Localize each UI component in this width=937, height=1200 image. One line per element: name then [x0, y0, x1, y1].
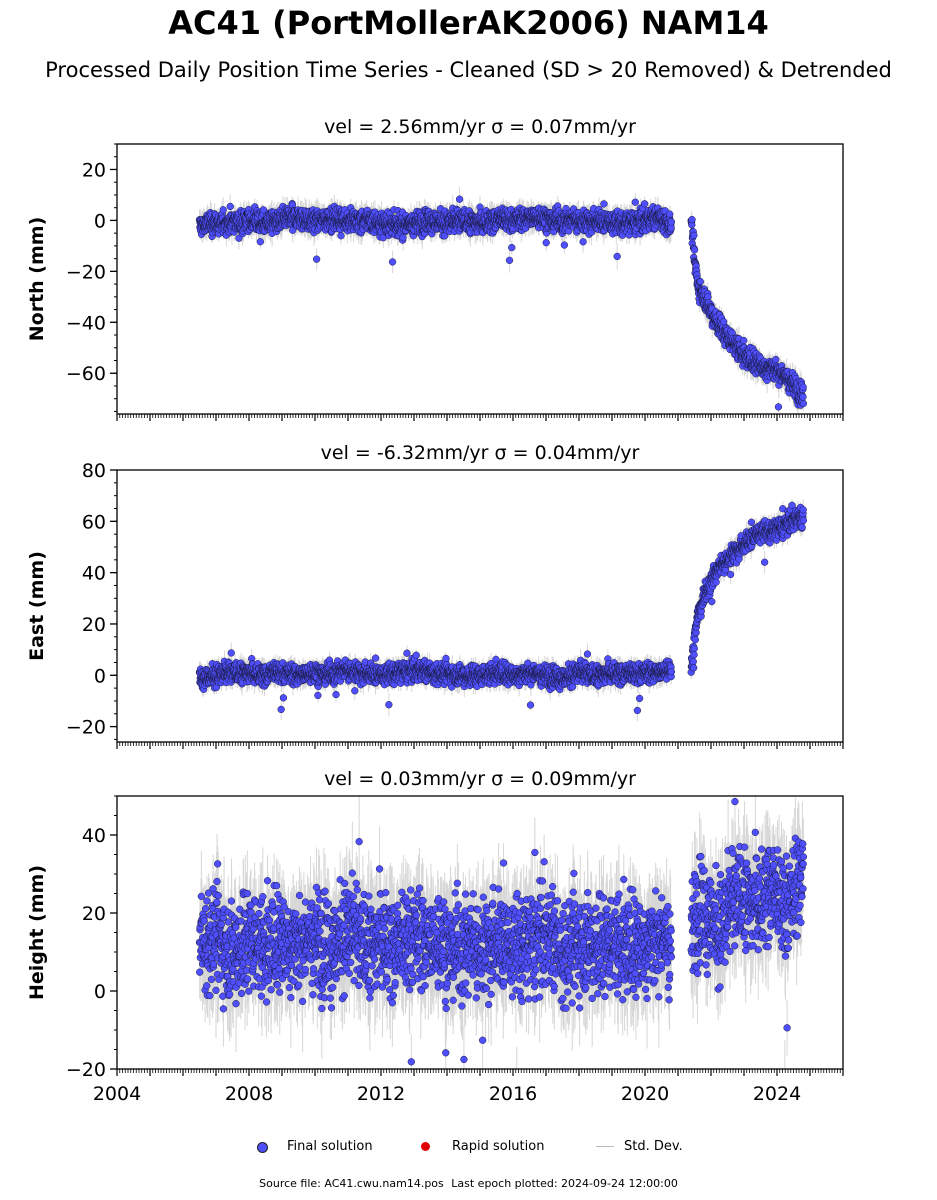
- final-solution-point: [226, 202, 234, 211]
- final-solution-point: [313, 255, 321, 263]
- final-solution-point: [399, 234, 407, 242]
- final-solution-point: [560, 241, 569, 249]
- final-solution-points: [195, 195, 808, 411]
- final-solution-point: [613, 252, 621, 261]
- final-solution-point: [579, 238, 587, 246]
- final-solution-point: [455, 195, 464, 203]
- final-solution-point: [542, 239, 550, 247]
- final-solution-point: [337, 232, 345, 240]
- figure-subtitle: Processed Daily Position Time Series - C…: [45, 58, 892, 82]
- final-solution-point: [508, 243, 516, 252]
- final-solution-point: [219, 206, 227, 214]
- final-solution-point: [256, 238, 264, 246]
- final-solution-point: [505, 256, 514, 264]
- plot-area: [195, 187, 808, 414]
- figure-title: AC41 (PortMollerAK2006) NAM14: [168, 4, 769, 42]
- final-solution-point: [388, 258, 397, 266]
- final-solution-point: [259, 206, 268, 214]
- final-solution-point: [600, 200, 608, 208]
- final-solution-point: [631, 198, 639, 206]
